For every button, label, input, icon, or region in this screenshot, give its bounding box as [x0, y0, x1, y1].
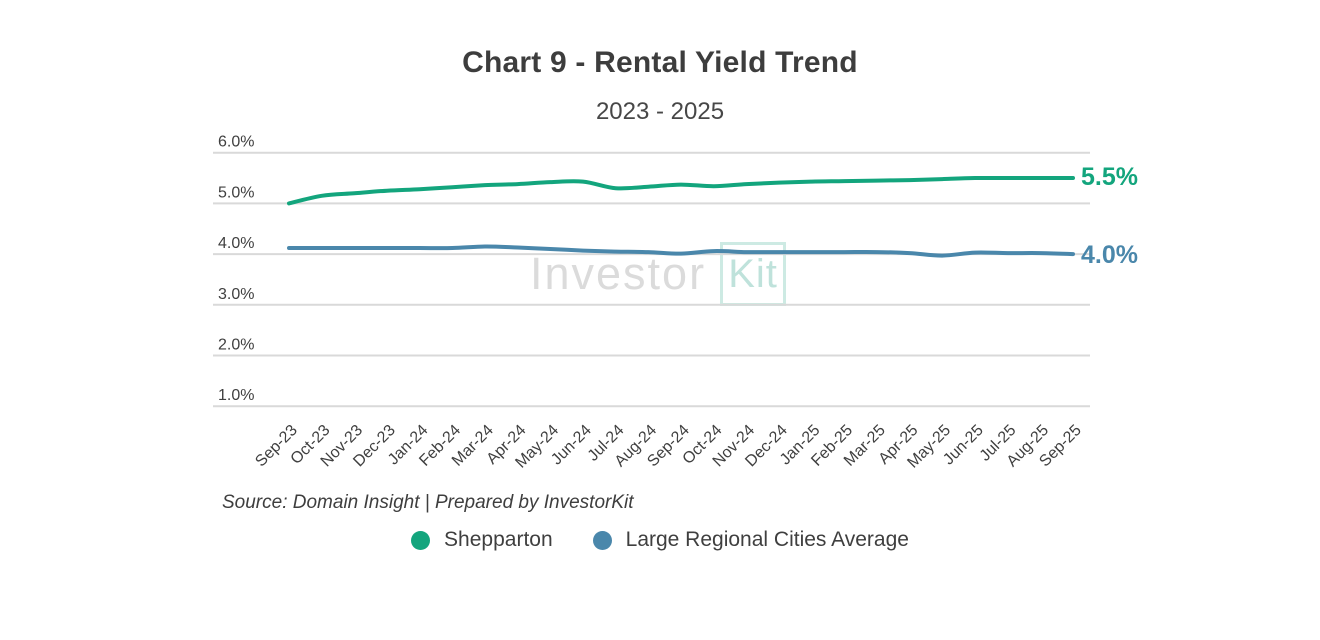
source-note: Source: Domain Insight | Prepared by Inv…	[222, 492, 634, 513]
y-tick-label: 6.0%	[218, 134, 254, 151]
watermark-investor-text: Investor	[530, 248, 707, 299]
y-tick-label: 3.0%	[218, 286, 254, 303]
series-end-label-shepparton: 5.5%	[1081, 163, 1138, 191]
legend-item-regional-average: Large Regional Cities Average	[592, 528, 909, 552]
legend-label-shepparton: Shepparton	[444, 528, 553, 551]
chart-legend: Shepparton Large Regional Cities Average	[0, 528, 1320, 552]
legend-label-regional-average: Large Regional Cities Average	[625, 528, 909, 551]
legend-swatch-regional-average-icon	[592, 530, 612, 550]
legend-item-shepparton: Shepparton	[411, 528, 553, 552]
y-tick-label: 2.0%	[218, 337, 254, 354]
investorkit-watermark: Investor Kit	[530, 242, 787, 306]
y-tick-label: 4.0%	[218, 235, 254, 252]
y-tick-label: 1.0%	[218, 387, 254, 404]
watermark-kit-text: Kit	[728, 251, 778, 296]
legend-swatch-shepparton-icon	[411, 530, 431, 550]
chart-title: Chart 9 - Rental Yield Trend	[462, 46, 858, 79]
y-tick-label: 5.0%	[218, 184, 254, 201]
series-line-shepparton	[287, 175, 1075, 206]
series-end-label-regional-average: 4.0%	[1081, 241, 1138, 269]
series-line-large-regional-cities-average	[287, 244, 1075, 258]
chart-subtitle: 2023 - 2025	[595, 98, 725, 125]
